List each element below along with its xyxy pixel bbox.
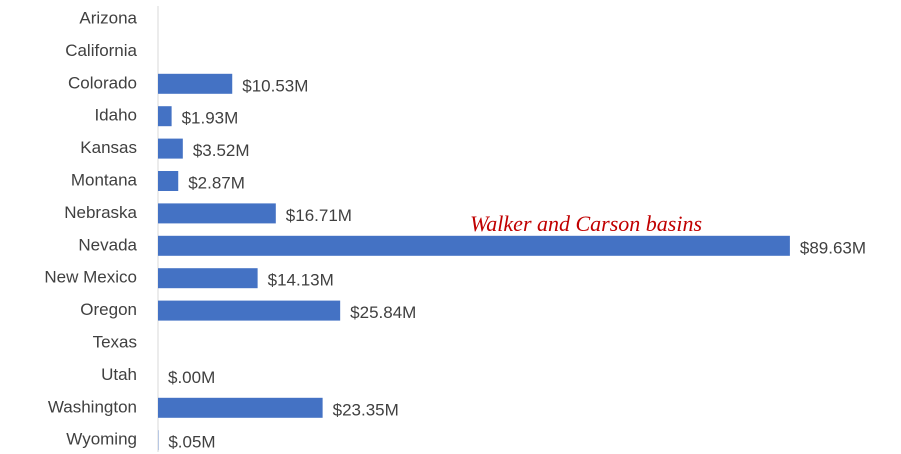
bar xyxy=(158,171,179,191)
value-label: $3.52M xyxy=(193,141,250,160)
bar xyxy=(158,138,183,159)
value-label: $14.13M xyxy=(268,271,334,290)
category-label: Arizona xyxy=(79,8,137,27)
value-label: $2.87M xyxy=(188,173,245,192)
category-label: Washington xyxy=(48,397,137,416)
category-label: Colorado xyxy=(68,73,137,92)
category-label: New Mexico xyxy=(44,268,137,287)
category-label: California xyxy=(65,41,137,60)
value-label: $25.84M xyxy=(350,303,416,322)
bar xyxy=(158,73,233,94)
bar xyxy=(158,397,323,418)
value-label: $23.35M xyxy=(333,400,399,419)
value-label: $10.53M xyxy=(242,76,308,95)
value-label: $.00M xyxy=(168,368,215,387)
category-label: Kansas xyxy=(80,138,137,157)
category-label: Texas xyxy=(93,332,137,351)
value-label: $1.93M xyxy=(182,109,239,128)
bar xyxy=(158,106,172,127)
category-label: Idaho xyxy=(94,106,137,125)
category-label: Nebraska xyxy=(64,203,137,222)
bar xyxy=(158,235,790,256)
category-label: Wyoming xyxy=(66,430,137,449)
bar xyxy=(158,203,276,224)
category-label: Oregon xyxy=(80,300,137,319)
bar xyxy=(158,268,258,289)
bar xyxy=(158,300,341,321)
value-label: $89.63M xyxy=(800,238,866,257)
annotation: Walker and Carson basins xyxy=(470,211,702,236)
value-label: $16.71M xyxy=(286,206,352,225)
category-label: Utah xyxy=(101,365,137,384)
category-label: Montana xyxy=(71,170,138,189)
category-label: Nevada xyxy=(78,235,137,254)
value-label: $.05M xyxy=(168,433,215,452)
